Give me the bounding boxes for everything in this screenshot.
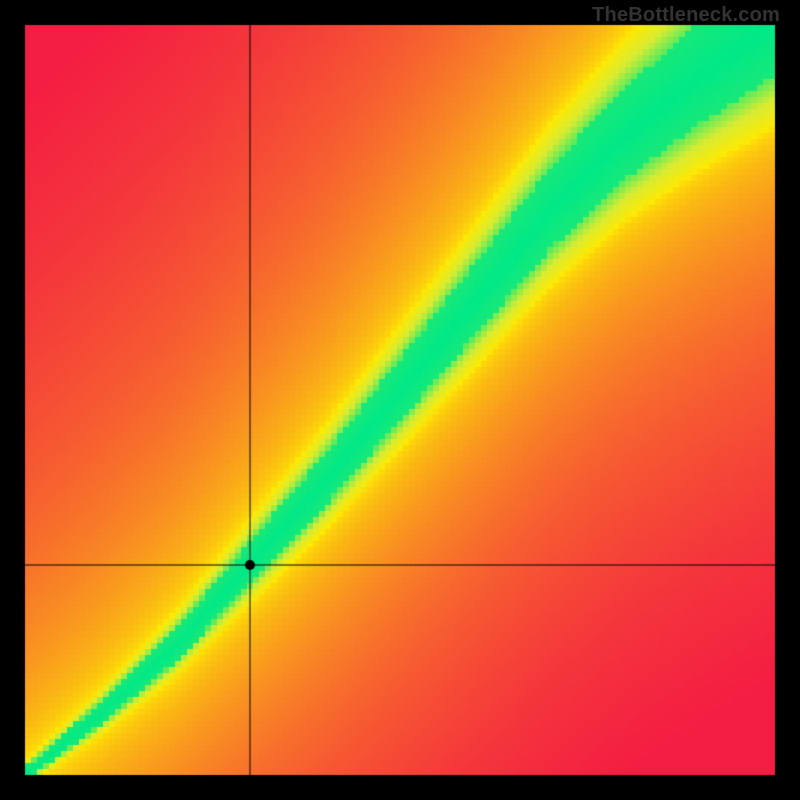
watermark-text: TheBottleneck.com (592, 4, 780, 27)
chart-container: TheBottleneck.com (0, 0, 800, 800)
bottleneck-heatmap-canvas (0, 0, 800, 800)
